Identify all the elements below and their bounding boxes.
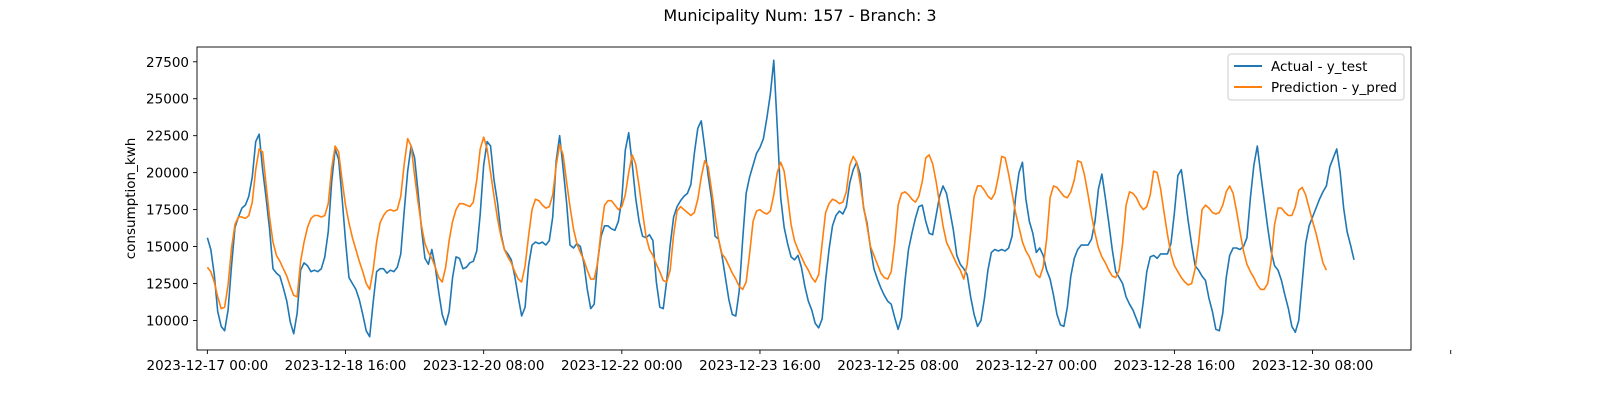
legend-label-actual: Actual - y_test bbox=[1271, 59, 1367, 75]
plot-frame bbox=[196, 46, 1412, 351]
y-tick-label: 27500 bbox=[146, 55, 189, 71]
legend-box bbox=[1227, 53, 1405, 101]
x-tick-label: 2023-12-20 08:00 bbox=[423, 358, 545, 374]
x-tick-label: 2023-12-30 08:00 bbox=[1252, 358, 1374, 374]
plot-area bbox=[196, 46, 1412, 351]
legend: Actual - y_test Prediction - y_pred bbox=[1227, 53, 1405, 101]
x-tick-label: 2023-12-18 16:00 bbox=[285, 358, 407, 374]
x-tick-label: 2023-12-22 00:00 bbox=[561, 358, 683, 374]
legend-label-prediction: Prediction - y_pred bbox=[1271, 80, 1397, 96]
y-tick-label: 15000 bbox=[146, 240, 189, 256]
series-line-prediction bbox=[206, 136, 1328, 310]
y-tick-label: 22500 bbox=[146, 129, 189, 145]
y-axis-label: consumption_kwh bbox=[123, 138, 139, 260]
y-axis-ticks: 10000 12500 15000 17500 20000 22500 25000 27500 bbox=[146, 55, 197, 329]
x-axis-ticks: 2023-12-17 00:00 2023-12-18 16:00 2023-12-… bbox=[147, 350, 1452, 374]
series-line-actual bbox=[206, 59, 1355, 338]
x-tick-label: 2023-12-27 00:00 bbox=[975, 358, 1097, 374]
y-tick-label: 25000 bbox=[146, 92, 189, 108]
chart-title: Municipality Num: 157 - Branch: 3 bbox=[663, 6, 937, 25]
x-tick-label: 2023-12-17 00:00 bbox=[147, 358, 269, 374]
y-tick-label: 12500 bbox=[146, 276, 189, 292]
y-tick-label: 17500 bbox=[146, 203, 189, 219]
y-tick-label: 10000 bbox=[146, 313, 189, 329]
x-tick-label: 2023-12-28 16:00 bbox=[1114, 358, 1236, 374]
y-tick-label: 20000 bbox=[146, 166, 189, 182]
x-tick-label: 2023-12-23 16:00 bbox=[699, 358, 821, 374]
x-tick-label: 2023-12-25 08:00 bbox=[837, 358, 959, 374]
